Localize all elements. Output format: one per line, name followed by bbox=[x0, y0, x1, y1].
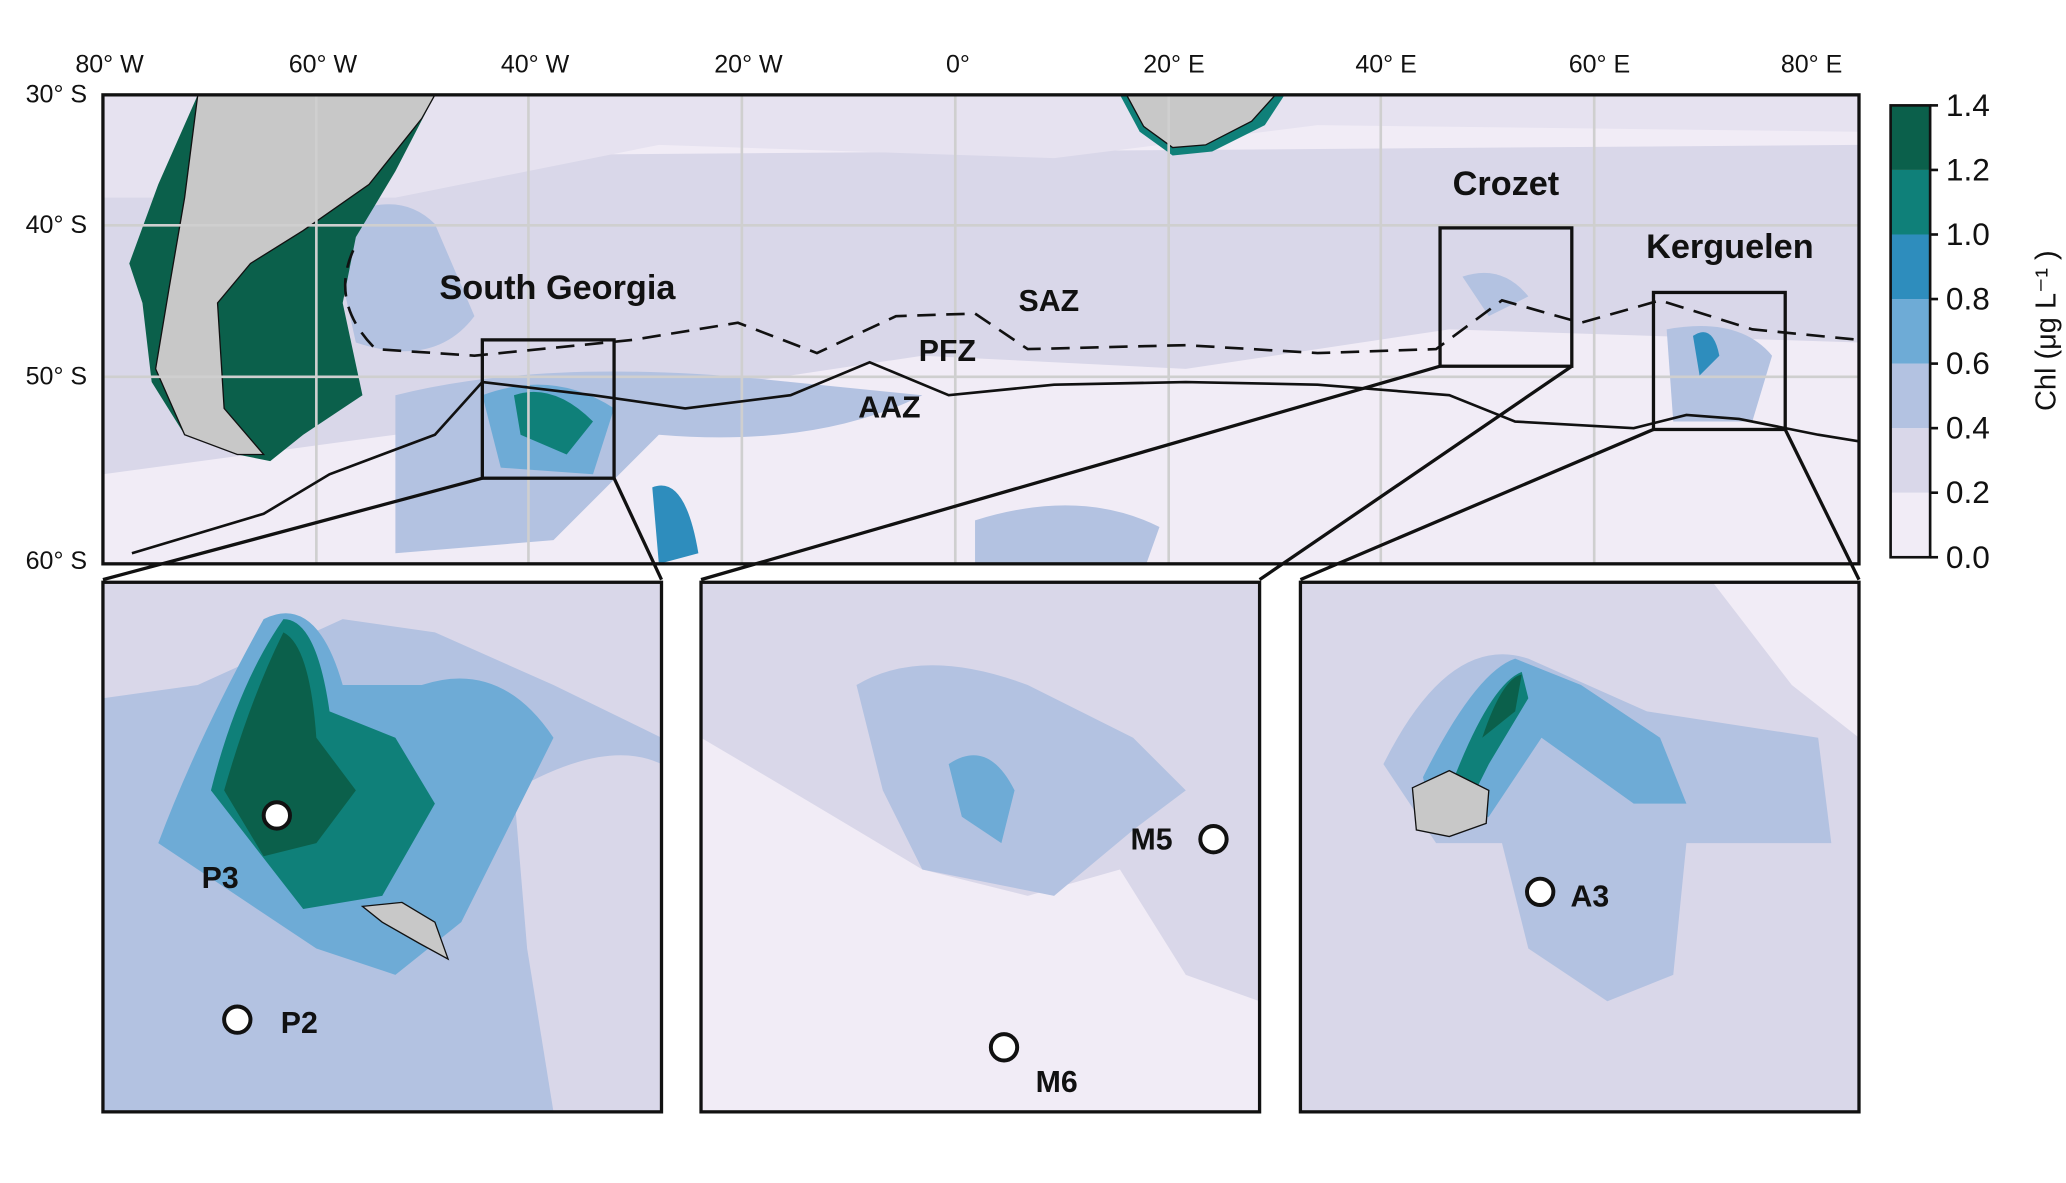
longitude-label: 20° W bbox=[714, 50, 783, 78]
station bbox=[1525, 876, 1556, 908]
longitude-labels: 80° W 60° W 40° W 20° W 0° 20° E 40° E 60° E 80°… bbox=[75, 50, 1842, 78]
colorbar-level bbox=[1890, 363, 1931, 429]
colorbar-frame bbox=[1889, 104, 1932, 559]
colorbar-tick-label: 1.0 bbox=[1946, 216, 1990, 252]
colorbar-tick-label: 0.2 bbox=[1946, 474, 1990, 510]
longitude-label: 40° W bbox=[501, 50, 570, 78]
zone-label: SAZ bbox=[1019, 285, 1080, 318]
colorbar-label: Chl (μg L⁻¹ ) bbox=[2030, 250, 2062, 411]
colorbar: 0.0 0.2 0.4 0.6 0.8 1.0 1.2 1.4 Chl (μg L⁻¹ ) bbox=[1889, 87, 2062, 575]
inset-frame bbox=[101, 580, 664, 1114]
station bbox=[222, 1004, 253, 1035]
colorbar-tick-label: 0.8 bbox=[1946, 281, 1990, 317]
latitude-labels: 30° S 40° S 50° S 60° S bbox=[26, 81, 87, 575]
station-label: P2 bbox=[281, 1007, 318, 1040]
station bbox=[261, 800, 292, 831]
longitude-label: 40° E bbox=[1355, 50, 1416, 78]
front-pf bbox=[131, 360, 1859, 555]
station-label: A3 bbox=[1570, 880, 1609, 913]
front-saf bbox=[343, 249, 1859, 358]
station-label: M6 bbox=[1036, 1066, 1078, 1099]
colorbar-tick-label: 0.4 bbox=[1946, 410, 1990, 446]
colorbar-tick-label: 1.4 bbox=[1946, 87, 1990, 123]
region-label: Crozet bbox=[1453, 165, 1560, 203]
colorbar-tick-label: 0.0 bbox=[1946, 539, 1990, 575]
main-map bbox=[102, 94, 1859, 564]
longitude-label: 80° W bbox=[75, 50, 144, 78]
inset-south-georgia bbox=[102, 582, 662, 1112]
colorbar-level bbox=[1890, 105, 1931, 170]
zone-label: PFZ bbox=[919, 335, 976, 368]
station-label: P3 bbox=[202, 862, 239, 895]
colorbar-level bbox=[1890, 234, 1931, 300]
latitude-label: 50° S bbox=[26, 363, 87, 391]
colorbar-level bbox=[1890, 492, 1931, 558]
region-label: Kerguelen bbox=[1646, 228, 1814, 266]
colorbar-tick-label: 0.6 bbox=[1946, 345, 1990, 381]
longitude-label: 60° W bbox=[289, 50, 358, 78]
colorbar-level bbox=[1890, 428, 1931, 493]
map-frame bbox=[101, 93, 1861, 566]
station bbox=[1198, 824, 1229, 855]
colorbar-tick-label: 1.2 bbox=[1946, 151, 1990, 187]
grid bbox=[102, 94, 1859, 564]
station-label: M5 bbox=[1131, 824, 1173, 857]
box-crozet bbox=[1438, 226, 1574, 368]
inset-crozet bbox=[701, 582, 1260, 1112]
longitude-label: 80° E bbox=[1781, 50, 1842, 78]
latitude-label: 60° S bbox=[26, 547, 87, 575]
zoom-lines bbox=[102, 364, 1861, 582]
box-south-georgia bbox=[480, 338, 616, 480]
inset-kerguelen bbox=[1300, 582, 1859, 1112]
latitude-label: 30° S bbox=[26, 81, 87, 109]
box-kerguelen bbox=[1651, 290, 1787, 432]
latitude-label: 40° S bbox=[26, 211, 87, 239]
inset-frame bbox=[699, 580, 1262, 1114]
colorbar-level bbox=[1890, 169, 1931, 235]
zone-label: AAZ bbox=[858, 392, 920, 425]
colorbar-level bbox=[1890, 299, 1931, 364]
region-label: South Georgia bbox=[439, 269, 676, 307]
inset-frame bbox=[1298, 580, 1861, 1114]
longitude-label: 60° E bbox=[1569, 50, 1630, 78]
station bbox=[988, 1032, 1020, 1063]
longitude-label: 0° bbox=[946, 50, 970, 78]
longitude-label: 20° E bbox=[1143, 50, 1204, 78]
